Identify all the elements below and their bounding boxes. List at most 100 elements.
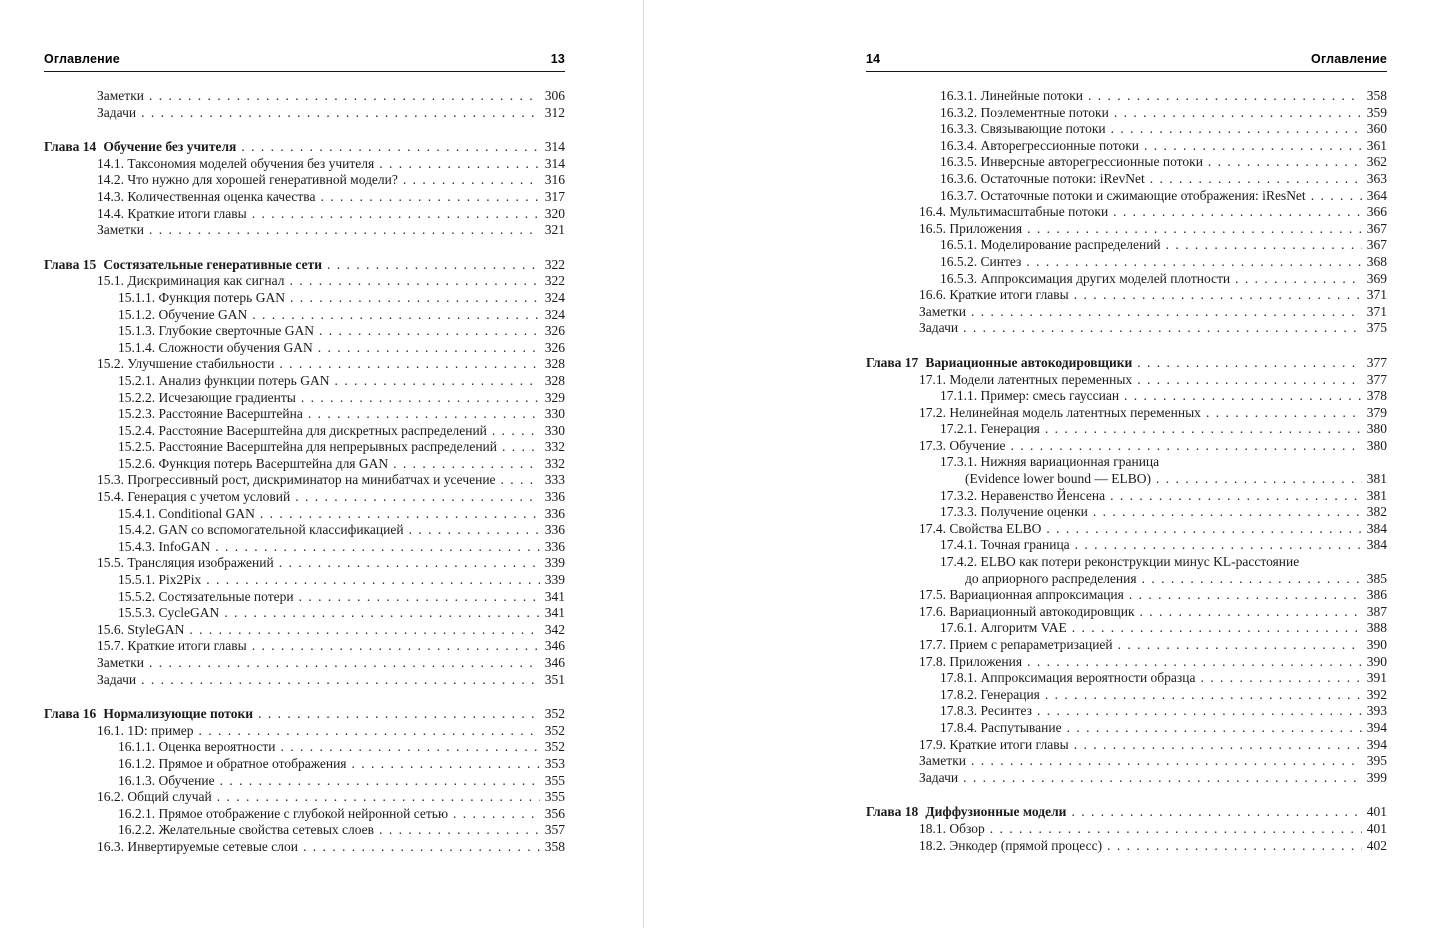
entry-page-number: 322 xyxy=(544,273,565,289)
dot-leader xyxy=(1027,221,1362,238)
entry-page-number: 321 xyxy=(544,222,565,238)
entry-page-number: 388 xyxy=(1366,620,1387,636)
entry-title: 16.3.2. Поэлементные потоки xyxy=(940,104,1109,120)
dot-leader xyxy=(327,257,540,274)
dot-leader xyxy=(189,622,540,639)
dot-leader xyxy=(289,273,540,290)
entry-page-number: 320 xyxy=(544,205,565,221)
toc-chapter-entry: Глава 14 Обучение без учителя 314 xyxy=(44,139,565,156)
toc-subsection-entry: 15.5.3. CycleGAN 341 xyxy=(44,605,565,622)
entry-title: Вариационные автокодировщики xyxy=(925,354,1133,370)
entry-title: 15.2.4. Расстояние Васерштейна для дискр… xyxy=(118,422,487,438)
toc-subsection-entry: 16.3.5. Инверсные авторегрессионные пото… xyxy=(866,154,1387,171)
entry-title: 14.2. Что нужно для хорошей генеративной… xyxy=(97,172,398,188)
entry-page-number: 355 xyxy=(544,772,565,788)
toc-notes-entry: Заметки 306 xyxy=(44,88,565,105)
entry-title: Заметки xyxy=(919,303,966,319)
toc-section-entry: 15.4. Генерация с учетом условий 336 xyxy=(44,489,565,506)
toc-group: Глава 14 Обучение без учителя 314 14.1. Так… xyxy=(44,139,565,239)
toc-subsection-entry: 16.3.1. Линейные потоки 358 xyxy=(866,88,1387,105)
toc-notes-entry: Задачи 312 xyxy=(44,105,565,122)
entry-page-number: 330 xyxy=(544,422,565,438)
dot-leader xyxy=(198,723,540,740)
entry-page-number: 314 xyxy=(544,155,565,171)
dot-leader xyxy=(1074,737,1362,754)
entry-title: 15.6. StyleGAN xyxy=(97,621,185,637)
dot-leader xyxy=(1046,521,1362,538)
running-header-right: 14 Оглавление xyxy=(866,52,1387,72)
dot-leader xyxy=(280,739,540,756)
entry-title: 15.4.3. InfoGAN xyxy=(118,538,211,554)
entry-title: 17.8.3. Ресинтез xyxy=(940,703,1032,719)
entry-title: 18.1. Обзор xyxy=(919,820,985,836)
entry-title: 15.1.3. Глубокие сверточные GAN xyxy=(118,323,315,339)
entry-page-number: 316 xyxy=(544,172,565,188)
entry-title: 16.3. Инвертируемые сетевые слои xyxy=(97,838,299,854)
entry-title: 15.1.2. Обучение GAN xyxy=(118,306,248,322)
toc-page-left: Оглавление 13 Заметки 306 Задачи 312 Глава 1… xyxy=(44,52,565,856)
toc-subsection-entry: 16.3.4. Авторегрессионные потоки 361 xyxy=(866,138,1387,155)
dot-leader xyxy=(1045,421,1362,438)
dot-leader xyxy=(453,806,540,823)
entry-title: 15.2.2. Исчезающие градиенты xyxy=(118,389,296,405)
dot-leader xyxy=(1026,254,1362,271)
entry-title: 15.2.3. Расстояние Васерштейна xyxy=(118,406,303,422)
entry-title: 14.3. Количественная оценка качества xyxy=(97,188,316,204)
dot-leader xyxy=(1010,438,1362,455)
dot-leader xyxy=(393,456,540,473)
dot-leader xyxy=(1107,838,1362,855)
toc-subsection-entry: 15.2.4. Расстояние Васерштейна для дискр… xyxy=(44,423,565,440)
toc-subsection-entry: 15.2.6. Функция потерь Васерштейна для G… xyxy=(44,456,565,473)
entry-page-number: 361 xyxy=(1366,137,1387,153)
entry-title: 17.3.2. Неравенство Йенсена xyxy=(940,487,1106,503)
toc-notes-entry: Задачи 351 xyxy=(44,672,565,689)
entry-page-number: 394 xyxy=(1366,719,1387,735)
dot-leader xyxy=(1072,620,1362,637)
dot-leader xyxy=(1111,121,1362,138)
toc-section-entry: 14.4. Краткие итоги главы 320 xyxy=(44,206,565,223)
entry-page-number: 342 xyxy=(544,621,565,637)
entry-page-number: 352 xyxy=(544,739,565,755)
toc-section-entry: 16.2. Общий случай 355 xyxy=(44,789,565,806)
dot-leader xyxy=(252,307,540,324)
entry-title: 15.2.6. Функция потерь Васерштейна для G… xyxy=(118,455,389,471)
entry-title: 15.1.1. Функция потерь GAN xyxy=(118,289,285,305)
dot-leader xyxy=(206,572,540,589)
toc-subsection-entry: 17.1.1. Пример: смесь гауссиан 378 xyxy=(866,388,1387,405)
dot-leader xyxy=(1144,138,1362,155)
entry-page-number: 353 xyxy=(544,755,565,771)
toc-subsection-entry: 16.5.3. Аппроксимация других моделей пло… xyxy=(866,271,1387,288)
entry-page-number: 359 xyxy=(1366,104,1387,120)
toc-entries-left: Заметки 306 Задачи 312 Глава 14 Обучение без … xyxy=(44,88,565,856)
entry-title: Заметки xyxy=(97,655,144,670)
toc-section-entry: 17.3. Обучение 380 xyxy=(866,438,1387,455)
dot-leader xyxy=(1110,488,1362,505)
dot-leader xyxy=(149,88,540,105)
toc-subsection-entry: 17.8.1. Аппроксимация вероятности образц… xyxy=(866,670,1387,687)
toc-chapter-entry: Глава 18 Диффузионные модели 401 xyxy=(866,804,1387,821)
page-divider xyxy=(643,0,644,928)
entry-page-number: 394 xyxy=(1366,736,1387,752)
entry-page-number: 324 xyxy=(544,306,565,322)
toc-subsection-entry: 15.4.3. InfoGAN 336 xyxy=(44,539,565,556)
entry-page-number: 328 xyxy=(544,372,565,388)
dot-leader xyxy=(409,522,540,539)
page-number: 14 xyxy=(866,52,881,66)
dot-leader xyxy=(295,489,540,506)
entry-page-number: 377 xyxy=(1366,371,1387,387)
entry-title: до априорного распределения xyxy=(965,570,1137,586)
entry-title: Задачи xyxy=(97,671,137,687)
toc-section-entry: 16.3. Инвертируемые сетевые слои 358 xyxy=(44,839,565,856)
dot-leader xyxy=(318,340,540,357)
entry-number: Глава 18 xyxy=(866,804,919,820)
dot-leader xyxy=(220,773,540,790)
entry-title: 16.3.3. Связывающие потоки xyxy=(940,121,1106,137)
toc-chapter-entry: Глава 16 Нормализующие потоки 352 xyxy=(44,706,565,723)
dot-leader xyxy=(299,589,540,606)
entry-page-number: 380 xyxy=(1366,421,1387,437)
toc-section-entry: 16.5. Приложения 367 xyxy=(866,221,1387,238)
toc-section-entry: 18.2. Энкодер (прямой процесс) 402 xyxy=(866,838,1387,855)
entry-page-number: 377 xyxy=(1366,354,1387,370)
dot-leader xyxy=(141,105,540,122)
entry-page-number: 390 xyxy=(1366,637,1387,652)
